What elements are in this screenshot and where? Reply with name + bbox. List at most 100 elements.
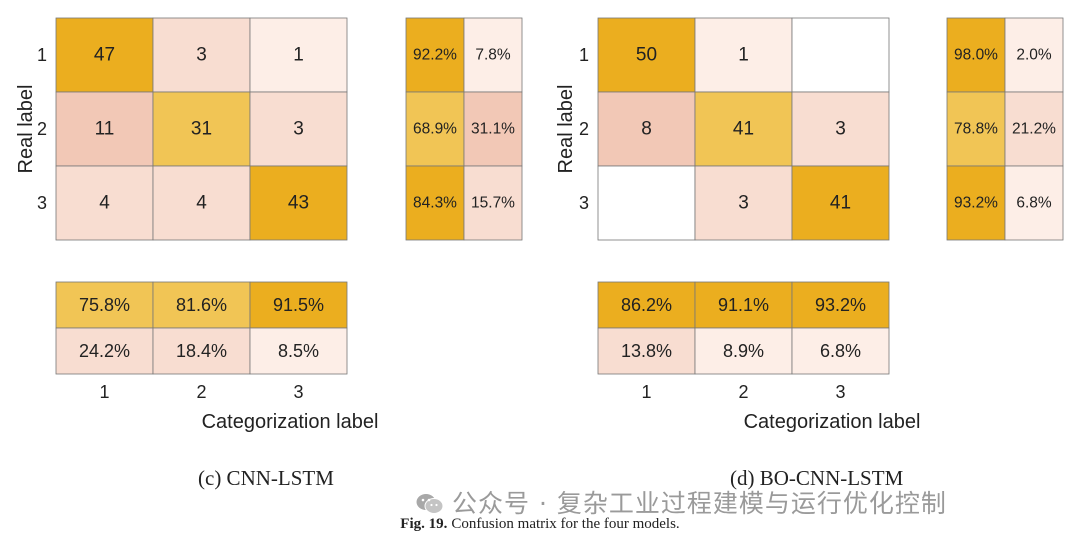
matrix-cell: [597, 165, 696, 241]
col-tick-label: 2: [738, 382, 748, 402]
matrix-cell: [791, 91, 890, 167]
matrix-cell: [791, 165, 890, 241]
row-summary-value: 7.8%: [475, 47, 511, 64]
row-summary-cell: [405, 17, 465, 93]
col-summary-cell: [694, 327, 793, 375]
row-summary-cell: [463, 91, 523, 167]
matrix-cell-value: 43: [288, 193, 309, 214]
col-summary-value: 81.6%: [176, 295, 227, 315]
matrix-cell: [694, 91, 793, 167]
matrix-cell: [152, 91, 251, 167]
col-summary-value: 24.2%: [79, 341, 130, 361]
col-summary-value: 18.4%: [176, 341, 227, 361]
wechat-icon: [416, 494, 444, 514]
row-summary-value: 15.7%: [471, 195, 515, 212]
watermark: 公众号 · 复杂工业过程建模与运行优化控制: [416, 484, 947, 520]
row-summary-value: 84.3%: [413, 195, 457, 212]
matrix-cell-value: 3: [835, 119, 846, 140]
row-tick-label: 2: [37, 119, 47, 139]
matrix-cell-value: 4: [99, 193, 110, 214]
y-axis-label: Real label: [555, 85, 577, 174]
col-tick-label: 3: [293, 382, 303, 402]
col-tick-label: 1: [99, 382, 109, 402]
row-summary-cell: [405, 91, 465, 167]
col-summary-cell: [152, 281, 251, 329]
row-summary-cell: [946, 91, 1006, 167]
col-summary-value: 8.5%: [278, 341, 319, 361]
matrix-cell: [249, 17, 348, 93]
col-summary-cell: [597, 327, 696, 375]
matrix-cell: [55, 91, 154, 167]
col-summary-cell: [55, 281, 154, 329]
matrix-cell-value: 3: [293, 119, 304, 140]
matrix-cell-value: 3: [196, 45, 207, 66]
row-summary-cell: [1004, 17, 1064, 93]
col-tick-label: 1: [641, 382, 651, 402]
x-axis-label: Categorization label: [744, 411, 921, 433]
col-summary-cell: [249, 281, 348, 329]
row-tick-label: 1: [37, 45, 47, 65]
row-summary-value: 31.1%: [471, 121, 515, 138]
matrix-cell: [597, 17, 696, 93]
row-summary-value: 92.2%: [413, 47, 457, 64]
matrix-cell: [249, 91, 348, 167]
col-tick-label: 3: [835, 382, 845, 402]
row-summary-value: 98.0%: [954, 47, 998, 64]
row-summary-cell: [1004, 165, 1064, 241]
row-summary-value: 68.9%: [413, 121, 457, 138]
col-summary-value: 91.5%: [273, 295, 324, 315]
row-summary-value: 6.8%: [1016, 195, 1052, 212]
figure-label: Fig. 19.: [400, 516, 448, 532]
col-summary-value: 93.2%: [815, 295, 866, 315]
col-summary-cell: [791, 327, 890, 375]
y-axis-label: Real label: [15, 85, 37, 174]
col-summary-value: 8.9%: [723, 341, 764, 361]
matrix-cell: [694, 165, 793, 241]
matrix-cell-value: 31: [191, 119, 212, 140]
matrix-cell-value: 47: [94, 45, 115, 66]
matrix-cell: [791, 17, 890, 93]
matrix-cell-value: 3: [738, 193, 749, 214]
col-summary-value: 13.8%: [621, 341, 672, 361]
matrix-cell-value: 4: [196, 193, 207, 214]
row-summary-value: 78.8%: [954, 121, 998, 138]
caption-cnn-lstm: (c) CNN-LSTM: [198, 466, 334, 490]
matrix-cell: [152, 165, 251, 241]
col-summary-cell: [249, 327, 348, 375]
col-summary-cell: [55, 327, 154, 375]
figure-caption: Fig. 19. Confusion matrix for the four mo…: [0, 516, 1080, 533]
matrix-cell: [694, 17, 793, 93]
matrix-cell: [249, 165, 348, 241]
col-tick-label: 2: [196, 382, 206, 402]
row-tick-label: 1: [579, 45, 589, 65]
matrix-cell-value: 8: [641, 119, 652, 140]
row-summary-cell: [463, 17, 523, 93]
caption-bo-cnn-lstm: (d) BO-CNN-LSTM: [730, 466, 904, 490]
matrix-cell-value: 41: [830, 193, 851, 214]
col-summary-cell: [152, 327, 251, 375]
x-axis-label: Categorization label: [202, 411, 379, 433]
col-summary-value: 91.1%: [718, 295, 769, 315]
matrix-cell-value: 41: [733, 119, 754, 140]
figure-caption-text: Confusion matrix for the four models.: [451, 516, 680, 532]
col-summary-value: 75.8%: [79, 295, 130, 315]
watermark-text: 公众号 · 复杂工业过程建模与运行优化控制: [452, 489, 947, 518]
row-tick-label: 3: [579, 193, 589, 213]
row-summary-value: 93.2%: [954, 195, 998, 212]
col-summary-cell: [597, 281, 696, 329]
matrix-cell-value: 11: [95, 119, 115, 140]
matrix-cell-value: 1: [293, 45, 304, 66]
matrix-cell: [152, 17, 251, 93]
row-summary-cell: [405, 165, 465, 241]
col-summary-cell: [791, 281, 890, 329]
matrix-cell: [55, 17, 154, 93]
matrix-cell-value: 1: [738, 45, 749, 66]
col-summary-cell: [694, 281, 793, 329]
row-tick-label: 2: [579, 119, 589, 139]
col-summary-value: 86.2%: [621, 295, 672, 315]
row-summary-value: 21.2%: [1012, 121, 1056, 138]
col-summary-value: 6.8%: [820, 341, 861, 361]
matrix-cell-value: 50: [636, 45, 657, 66]
row-tick-label: 3: [37, 193, 47, 213]
